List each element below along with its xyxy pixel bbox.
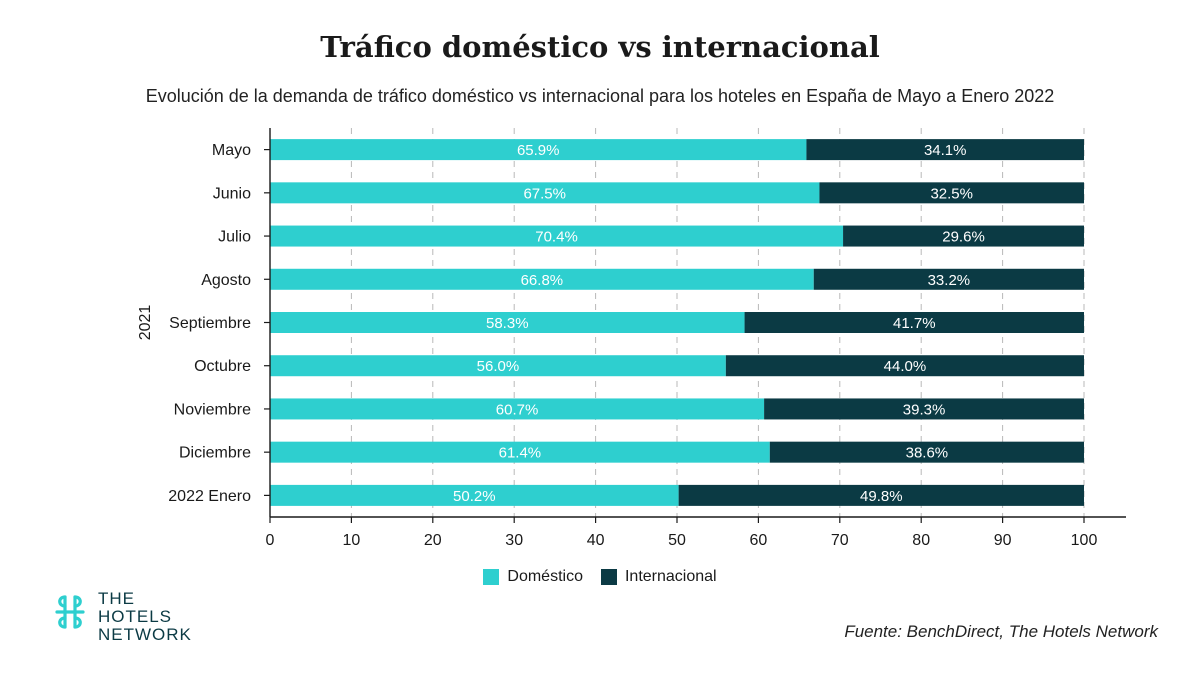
logo-wordmark: THE HOTELS NETWORK (98, 590, 192, 644)
bar-domestic[interactable] (270, 355, 726, 377)
chart-subtitle: Evolución de la demanda de tráfico domés… (145, 86, 1055, 106)
legend-label-domestic: Doméstico (507, 568, 583, 585)
bar-domestic[interactable] (270, 139, 807, 161)
legend: Doméstico Internacional (0, 568, 1200, 586)
category-label: Octubre (194, 358, 251, 375)
x-tick-label: 50 (668, 532, 686, 549)
data-label-domestic: 66.8% (521, 272, 564, 289)
bar-domestic[interactable] (270, 268, 814, 290)
bar-international[interactable] (764, 398, 1084, 420)
data-label-international: 41.7% (893, 315, 936, 332)
category-label: Agosto (201, 272, 251, 289)
axes: Mayo Junio Julio Agosto Septiembre Octubre Nov… (137, 128, 1126, 549)
x-tick-label: 40 (587, 532, 605, 549)
x-tick-label: 60 (750, 532, 768, 549)
category-label: Junio (213, 185, 251, 202)
bar-domestic[interactable] (270, 484, 679, 506)
data-label-domestic: 50.2% (453, 488, 496, 505)
hotels-network-logo-icon (55, 595, 85, 629)
bar-international[interactable] (678, 484, 1084, 506)
data-label-international: 38.6% (906, 445, 949, 462)
bar-international[interactable] (813, 268, 1084, 290)
data-label-international: 33.2% (928, 272, 971, 289)
data-label-domestic: 65.9% (517, 142, 560, 159)
source-note: Fuente: BenchDirect, The Hotels Network (844, 622, 1158, 641)
legend-item-domestic[interactable]: Doméstico (483, 568, 583, 586)
x-tick-label: 30 (505, 532, 523, 549)
x-tick-label: 100 (1071, 532, 1098, 549)
legend-label-international: Internacional (624, 568, 717, 585)
data-label-domestic: 56.0% (477, 358, 520, 375)
x-tick-label: 70 (831, 532, 849, 549)
bar-international[interactable] (843, 225, 1084, 247)
category-label: 2022 Enero (168, 488, 251, 505)
logo-line-3: NETWORK (98, 625, 192, 644)
data-label-international: 29.6% (942, 229, 985, 246)
category-label: Septiembre (169, 315, 251, 332)
data-label-international: 39.3% (903, 401, 946, 418)
data-label-domestic: 61.4% (499, 445, 542, 462)
bar-international[interactable] (725, 355, 1084, 377)
legend-swatch-international (600, 569, 617, 585)
bar-international[interactable] (744, 312, 1084, 333)
logo-line-2: HOTELS (98, 607, 173, 626)
bar-international[interactable] (769, 441, 1084, 463)
logo-line-1: THE (98, 589, 135, 608)
legend-item-international[interactable]: Internacional (600, 568, 717, 586)
category-label: Noviembre (174, 401, 251, 418)
category-label: Mayo (212, 142, 251, 159)
data-label-domestic: 67.5% (523, 185, 566, 202)
data-label-international: 32.5% (930, 185, 973, 202)
x-tick-label: 10 (343, 532, 361, 549)
y-axis-label: 2021 (137, 305, 154, 341)
bars: 65.9% 34.1% 67.5% 32.5% 70.4% 29.6% 66.8% 33.2%… (270, 139, 1084, 506)
bar-domestic[interactable] (270, 312, 745, 333)
chart-title: Tráfico doméstico vs internacional (320, 30, 880, 64)
x-tick-label: 0 (266, 532, 275, 549)
data-label-international: 34.1% (924, 142, 967, 159)
bar-international[interactable] (806, 139, 1084, 161)
bar-domestic[interactable] (270, 225, 844, 247)
data-label-domestic: 70.4% (535, 229, 578, 246)
data-label-international: 44.0% (884, 358, 927, 375)
bar-domestic[interactable] (270, 398, 765, 420)
x-tick-label: 20 (424, 532, 442, 549)
x-tick-label: 90 (994, 532, 1012, 549)
data-label-domestic: 60.7% (496, 401, 539, 418)
data-label-domestic: 58.3% (486, 315, 529, 332)
x-tick-label: 80 (912, 532, 930, 549)
data-label-international: 49.8% (860, 488, 903, 505)
legend-swatch-domestic (483, 569, 500, 585)
category-label: Julio (218, 229, 251, 246)
hotels-network-logo: THE HOTELS NETWORK (52, 590, 192, 644)
bar-domestic[interactable] (270, 441, 770, 463)
category-label: Diciembre (179, 445, 251, 462)
bar-domestic[interactable] (270, 182, 820, 204)
bar-international[interactable] (819, 182, 1084, 204)
